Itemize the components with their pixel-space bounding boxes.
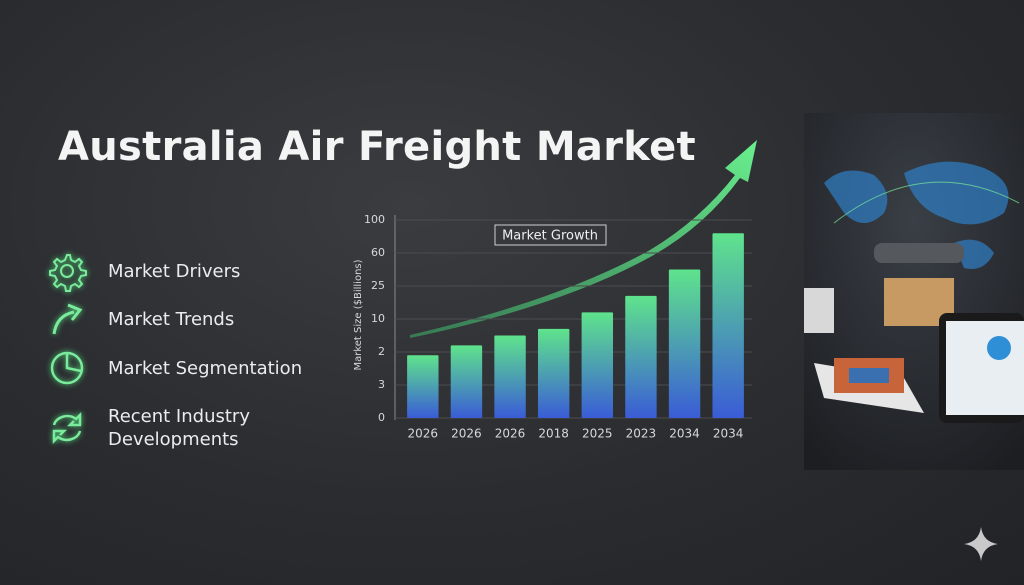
y-tick-label: 3	[378, 378, 385, 391]
y-tick-label: 0	[378, 411, 385, 424]
bar	[668, 269, 701, 418]
y-tick-label: 60	[371, 246, 385, 259]
y-axis-title: Market Size ($Billions)	[353, 259, 364, 370]
bar	[712, 233, 744, 418]
y-tick-label: 100	[364, 213, 385, 226]
y-tick-label: 2	[378, 345, 385, 358]
logistics-photo	[804, 113, 1024, 470]
bar	[450, 345, 483, 418]
x-tick-label: 2025	[582, 427, 613, 441]
bar	[625, 295, 657, 418]
menu-label: Market Drivers	[108, 260, 241, 282]
trend-icon	[52, 303, 83, 335]
x-tick-label: 2026	[408, 427, 439, 441]
menu-label: Market Segmentation	[108, 357, 303, 379]
bar	[407, 355, 439, 418]
menu-item: Market Trends	[46, 298, 308, 340]
sparkle-icon	[964, 527, 998, 561]
bar	[537, 328, 570, 418]
annotation-box	[494, 224, 607, 246]
x-tick-label: 2034	[713, 427, 744, 441]
slide-title: Australia Air Freight Market	[58, 124, 696, 170]
y-tick-label: 10	[371, 312, 385, 325]
bar	[581, 312, 614, 418]
menu-item: Market Drivers	[46, 250, 308, 292]
gear-icon	[49, 254, 87, 292]
x-tick-label: 2026	[451, 427, 482, 441]
annotation: Market Growth	[502, 229, 598, 244]
x-tick-label: 2023	[626, 427, 657, 441]
bar	[494, 335, 526, 418]
menu-item: Market Segmentation	[46, 347, 308, 389]
menu-label: Market Trends	[108, 308, 235, 330]
menu-label: Recent Industry Developments	[108, 406, 250, 450]
x-tick-label: 2026	[495, 427, 526, 441]
x-tick-label: 2034	[669, 427, 700, 441]
y-tick-label: 25	[371, 279, 385, 292]
x-tick-label: 2018	[538, 427, 569, 441]
pie-icon	[50, 351, 84, 385]
cycle-icon	[52, 411, 82, 445]
menu-item: Recent Industry Developments	[46, 405, 308, 451]
